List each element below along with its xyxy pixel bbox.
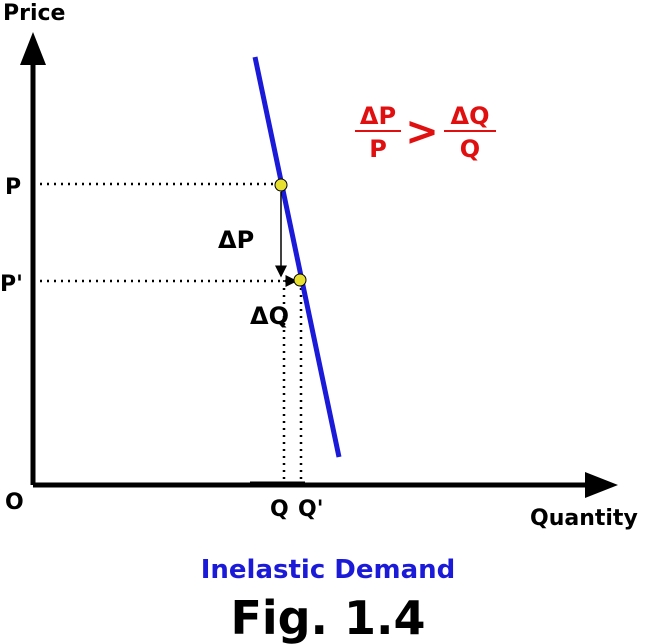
quantity-label: Q (270, 497, 289, 522)
formula: ΔP P > ΔQ Q (355, 102, 496, 163)
subtitle: Inelastic Demand (201, 555, 456, 585)
formula-term: Q (460, 135, 480, 163)
change-label: ΔP (218, 226, 254, 254)
x-axis-label: Quantity (530, 506, 638, 531)
demand-line (252, 56, 342, 458)
x-arrow (585, 472, 618, 498)
price-label: P (5, 175, 21, 200)
point (293, 273, 307, 287)
point (274, 178, 288, 192)
formula-relation: > (405, 109, 439, 155)
price-label: P' (0, 272, 23, 297)
change-label: ΔQ (250, 302, 289, 330)
formula-term: P (369, 135, 387, 163)
origin-label: O (5, 490, 24, 515)
figure-caption: Fig. 1.4 (230, 591, 425, 644)
formula-term: ΔP (360, 102, 396, 130)
quantity-label: Q' (298, 497, 323, 522)
y-arrow (20, 32, 46, 65)
formula-term: ΔQ (451, 102, 490, 130)
y-axis-label: Price (3, 1, 65, 26)
